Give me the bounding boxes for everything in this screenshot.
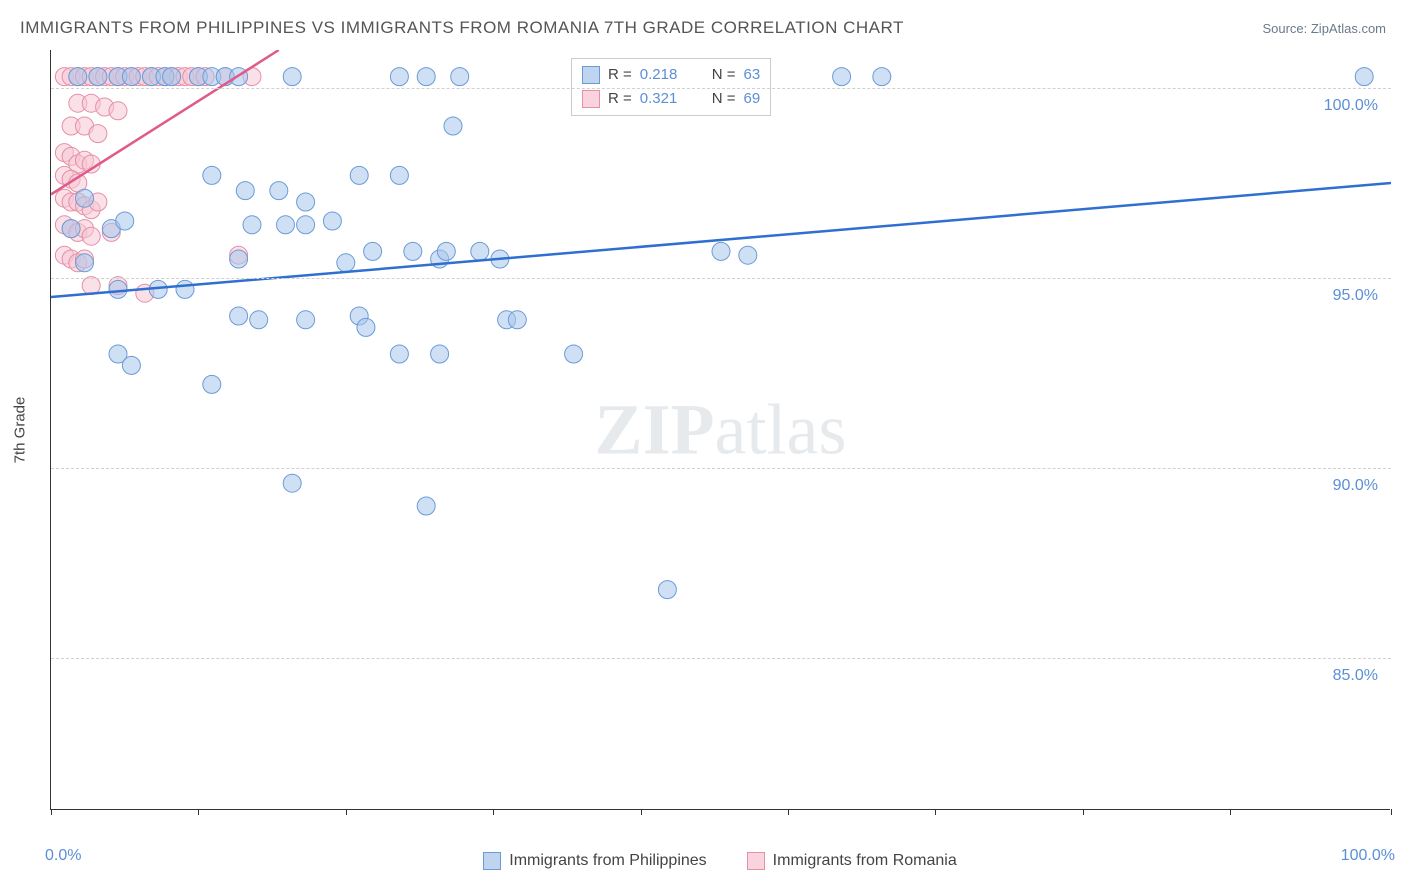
y-axis-label: 7th Grade [12, 397, 29, 464]
n-value: 63 [744, 63, 761, 87]
correlation-legend: R = 0.218 N = 63 R = 0.321 N = 69 [571, 58, 771, 116]
data-point [357, 318, 375, 336]
r-label: R = [608, 63, 632, 87]
gridline [51, 658, 1391, 659]
data-point [390, 68, 408, 86]
x-tick [346, 809, 347, 815]
data-point [471, 242, 489, 260]
legend-swatch [582, 66, 600, 84]
data-point [89, 68, 107, 86]
data-point [270, 182, 288, 200]
gridline [51, 468, 1391, 469]
trend-line [51, 183, 1391, 297]
r-label: R = [608, 87, 632, 111]
data-point [203, 166, 221, 184]
data-point [109, 102, 127, 120]
data-point [230, 250, 248, 268]
data-point [250, 311, 268, 329]
data-point [76, 189, 94, 207]
legend-row: R = 0.218 N = 63 [582, 63, 760, 87]
data-point [243, 216, 261, 234]
data-point [62, 220, 80, 238]
data-point [364, 242, 382, 260]
plot-area: ZIPatlas R =0.218N =63R =0.321N =69 85.0… [50, 50, 1390, 810]
y-tick-label: 90.0% [1333, 477, 1378, 495]
r-value: 0.321 [640, 87, 692, 111]
data-point [658, 581, 676, 599]
legend-swatch [483, 852, 501, 870]
source-attribution: Source: ZipAtlas.com [1262, 21, 1386, 36]
data-point [283, 474, 301, 492]
data-point [350, 166, 368, 184]
data-point [712, 242, 730, 260]
data-point [417, 68, 435, 86]
x-tick [935, 809, 936, 815]
data-point [76, 254, 94, 272]
y-tick-label: 95.0% [1333, 287, 1378, 305]
data-point [116, 212, 134, 230]
data-point [833, 68, 851, 86]
legend-label: Immigrants from Philippines [509, 852, 706, 870]
data-point [176, 280, 194, 298]
data-point [82, 227, 100, 245]
n-label: N = [712, 63, 736, 87]
x-tick [1230, 809, 1231, 815]
y-tick-label: 85.0% [1333, 667, 1378, 685]
data-point [297, 193, 315, 211]
gridline [51, 88, 1391, 89]
data-point [390, 345, 408, 363]
data-point [739, 246, 757, 264]
legend-label: Immigrants from Romania [773, 852, 957, 870]
data-point [69, 68, 87, 86]
x-tick [198, 809, 199, 815]
data-point [109, 280, 127, 298]
x-tick [493, 809, 494, 815]
data-point [437, 242, 455, 260]
y-tick-label: 100.0% [1324, 97, 1378, 115]
legend-item: Immigrants from Philippines [483, 852, 706, 870]
data-point [444, 117, 462, 135]
data-point [230, 307, 248, 325]
data-point [122, 356, 140, 374]
chart-title: IMMIGRANTS FROM PHILIPPINES VS IMMIGRANT… [20, 18, 904, 38]
data-point [565, 345, 583, 363]
chart-area: 7th Grade ZIPatlas R =0.218N =63R =0.321… [50, 50, 1390, 810]
data-point [236, 182, 254, 200]
x-tick [641, 809, 642, 815]
x-tick [1391, 809, 1392, 815]
n-label: N = [712, 87, 736, 111]
x-tick [1083, 809, 1084, 815]
legend-swatch [582, 90, 600, 108]
data-point [1355, 68, 1373, 86]
data-point [390, 166, 408, 184]
data-point [873, 68, 891, 86]
data-point [431, 345, 449, 363]
series-legend: Immigrants from Philippines Immigrants fr… [50, 852, 1390, 870]
data-point [277, 216, 295, 234]
data-point [508, 311, 526, 329]
r-value: 0.218 [640, 63, 692, 87]
data-point [404, 242, 422, 260]
x-tick [788, 809, 789, 815]
n-value: 69 [744, 87, 761, 111]
data-point [89, 125, 107, 143]
legend-item: Immigrants from Romania [747, 852, 957, 870]
legend-row: R = 0.321 N = 69 [582, 87, 760, 111]
data-point [297, 311, 315, 329]
data-point [122, 68, 140, 86]
x-tick [51, 809, 52, 815]
data-point [417, 497, 435, 515]
gridline [51, 278, 1391, 279]
scatter-svg [51, 50, 1391, 810]
data-point [297, 216, 315, 234]
data-point [283, 68, 301, 86]
data-point [163, 68, 181, 86]
data-point [203, 375, 221, 393]
data-point [451, 68, 469, 86]
data-point [323, 212, 341, 230]
data-point [337, 254, 355, 272]
legend-swatch [747, 852, 765, 870]
